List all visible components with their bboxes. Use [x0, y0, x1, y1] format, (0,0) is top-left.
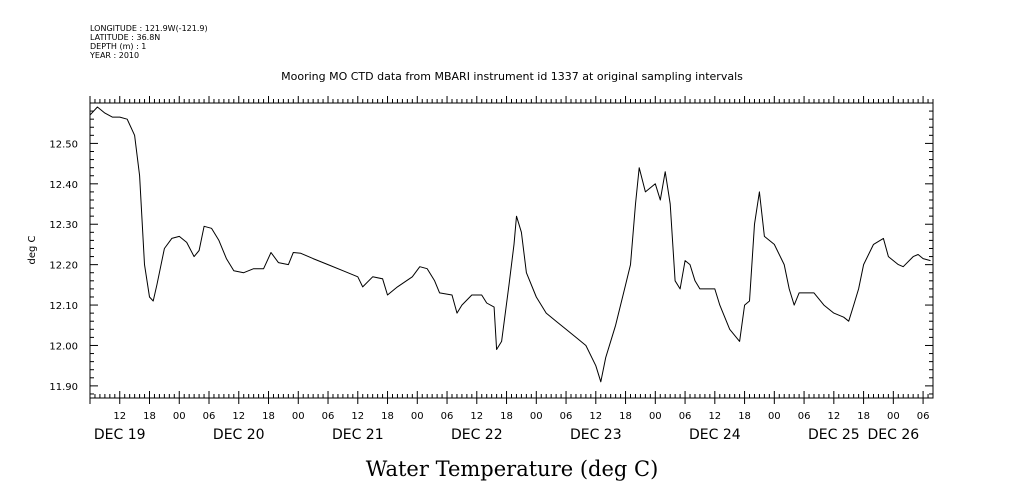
x-hour-label: 06 — [679, 411, 692, 422]
series-layer — [89, 106, 931, 383]
x-hour-label: 12 — [589, 411, 602, 422]
x-hour-label: 18 — [857, 411, 870, 422]
y-tick-marks — [90, 102, 933, 395]
x-day-label: DEC 20 — [213, 427, 265, 443]
x-hour-label: 18 — [143, 411, 156, 422]
x-hour-label: 18 — [738, 411, 751, 422]
x-hour-label: 06 — [560, 411, 573, 422]
x-hour-label: 00 — [173, 411, 186, 422]
x-hour-label: 12 — [113, 411, 126, 422]
x-tick-marks — [89, 96, 934, 404]
depth-label: DEPTH (m) : 1 — [90, 42, 146, 51]
x-axis-title: Water Temperature (deg C) — [366, 457, 659, 481]
x-day-label: DEC 23 — [570, 427, 622, 443]
year-label: YEAR : 2010 — [89, 51, 139, 60]
x-day-label: DEC 26 — [867, 427, 919, 443]
metadata-block: LONGITUDE : 121.9W(-121.9) LATITUDE : 36… — [89, 24, 208, 60]
x-hour-label: 18 — [500, 411, 513, 422]
x-day-label: DEC 22 — [451, 427, 503, 443]
x-hour-label: 06 — [441, 411, 454, 422]
y-tick-label: 12.20 — [49, 261, 78, 272]
y-tick-label: 12.50 — [49, 139, 78, 150]
x-day-labels: DEC 19 DEC 20 DEC 21 DEC 22 DEC 23 DEC 24 DEC … — [94, 427, 919, 443]
y-tick-label: 12.30 — [49, 220, 78, 231]
x-hour-label: 00 — [649, 411, 662, 422]
chart-title: Mooring MO CTD data from MBARI instrumen… — [281, 70, 743, 83]
x-day-label: DEC 19 — [94, 427, 146, 443]
x-hour-label: 06 — [203, 411, 216, 422]
longitude-label: LONGITUDE : 121.9W(-121.9) — [90, 24, 208, 33]
x-hour-label: 18 — [262, 411, 275, 422]
x-hour-label: 12 — [232, 411, 245, 422]
x-hour-label: 00 — [411, 411, 424, 422]
x-hour-label: 00 — [292, 411, 305, 422]
x-hour-label: 06 — [322, 411, 335, 422]
y-axis-label: deg C — [27, 235, 38, 264]
y-tick-label: 12.10 — [49, 301, 78, 312]
x-hour-label: 06 — [798, 411, 811, 422]
x-hour-label: 18 — [619, 411, 632, 422]
x-day-label: DEC 21 — [332, 427, 384, 443]
y-tick-label: 12.40 — [49, 180, 78, 191]
y-tick-labels: 11.90 12.00 12.10 12.20 12.30 12.40 12.50 — [49, 139, 78, 392]
x-hour-label: 00 — [887, 411, 900, 422]
x-hour-label: 18 — [381, 411, 394, 422]
x-hour-label: 06 — [917, 411, 930, 422]
y-tick-label: 12.00 — [49, 341, 78, 352]
x-day-label: DEC 24 — [689, 427, 741, 443]
x-day-label: DEC 25 — [808, 427, 860, 443]
series-line — [89, 106, 931, 383]
x-hour-label: 12 — [708, 411, 721, 422]
latitude-label: LATITUDE : 36.8N — [90, 33, 160, 42]
x-hour-label: 00 — [530, 411, 543, 422]
y-tick-label: 11.90 — [49, 382, 78, 393]
x-hour-label: 12 — [351, 411, 364, 422]
x-hour-label: 12 — [470, 411, 483, 422]
plot-frame — [89, 102, 934, 399]
x-hour-label: 00 — [768, 411, 781, 422]
x-hour-labels: 12 18 00 06 12 18 00 06 12 18 00 06 12 18 00 06 12 18 00 06… — [113, 411, 929, 422]
x-hour-label: 12 — [827, 411, 840, 422]
